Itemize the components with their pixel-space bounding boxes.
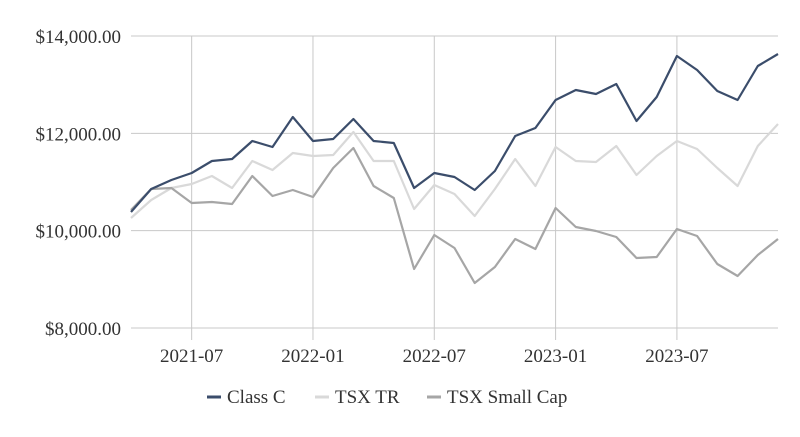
series-line-tsx-tr <box>130 123 779 219</box>
x-tick-label: 2022-07 <box>403 346 466 367</box>
x-tick-label: 2022-01 <box>281 346 344 367</box>
y-axis-ticks: $8,000.00 $10,000.00 $12,000.00 $14,000.00 <box>36 27 122 340</box>
series-lines <box>130 53 779 285</box>
y-tick-label: $10,000.00 <box>36 222 122 243</box>
y-tick-label: $12,000.00 <box>36 124 122 145</box>
grid <box>131 35 778 340</box>
x-tick-label: 2023-01 <box>524 346 587 367</box>
x-tick-label: 2021-07 <box>160 346 223 367</box>
series-line-tsx-small-cap <box>130 146 779 285</box>
legend-label: TSX TR <box>335 387 400 408</box>
x-axis-ticks: 2021-07 2022-01 2022-07 2023-01 2023-07 <box>160 346 709 367</box>
x-tick-label: 2023-07 <box>645 346 708 367</box>
y-tick-label: $14,000.00 <box>36 27 122 48</box>
legend: Class C TSX TR TSX Small Cap <box>207 387 567 408</box>
y-tick-label: $8,000.00 <box>45 319 121 340</box>
series-line-class-c <box>130 53 779 213</box>
legend-label: TSX Small Cap <box>447 387 567 408</box>
legend-label: Class C <box>227 387 286 408</box>
